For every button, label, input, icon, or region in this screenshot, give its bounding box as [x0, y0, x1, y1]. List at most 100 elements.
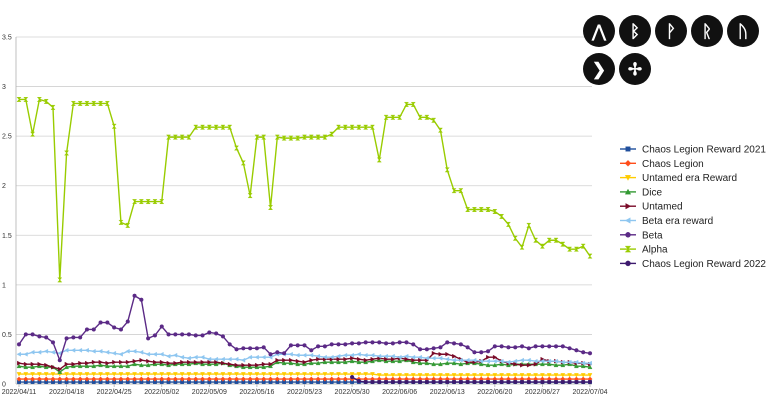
data-point: [478, 373, 484, 378]
data-point: [77, 101, 83, 106]
data-point: [370, 379, 375, 385]
legend-label: Dice: [642, 187, 662, 198]
series-untamed: [17, 350, 593, 372]
data-point: [146, 336, 151, 341]
icon-circle: [727, 15, 759, 47]
rune-arrow-icon: ❯: [583, 53, 615, 85]
data-point: [417, 379, 423, 385]
legend-item: Chaos Legion: [620, 159, 704, 170]
data-point: [458, 357, 463, 363]
data-point: [247, 193, 253, 199]
data-point: [499, 379, 504, 385]
legend-item: Beta era reward: [620, 216, 713, 227]
data-point: [227, 376, 233, 382]
data-point: [438, 361, 443, 367]
data-point: [350, 374, 355, 380]
data-point: [281, 360, 287, 366]
data-point: [227, 124, 233, 130]
data-point: [200, 359, 205, 365]
data-point: [105, 360, 110, 366]
data-point: [390, 373, 396, 378]
data-point: [438, 379, 443, 385]
data-point: [512, 373, 518, 378]
data-point: [200, 376, 206, 382]
data-point: [513, 345, 518, 350]
data-point: [343, 342, 348, 347]
data-point: [43, 376, 49, 382]
data-point: [458, 188, 464, 194]
data-point: [288, 351, 293, 357]
data-point: [411, 342, 416, 347]
data-point: [376, 157, 382, 163]
data-point: [255, 362, 260, 368]
data-point: [261, 372, 267, 377]
data-point: [451, 379, 457, 385]
data-point: [77, 372, 83, 377]
data-point: [200, 372, 205, 377]
data-point: [349, 358, 355, 364]
data-point: [567, 346, 572, 351]
data-point: [587, 373, 593, 378]
data-point: [145, 351, 151, 357]
x-tick-label: 2022/04/11: [2, 389, 37, 396]
data-point: [322, 134, 328, 140]
x-tick-label: 2022/04/25: [97, 389, 132, 396]
data-point: [213, 124, 219, 130]
data-point: [377, 340, 382, 345]
data-point: [207, 330, 212, 335]
data-point: [329, 342, 334, 347]
data-point: [23, 364, 29, 370]
data-point: [343, 356, 348, 362]
legend-item: Untamed era Reward: [620, 173, 737, 184]
data-point: [336, 372, 341, 377]
data-point: [322, 376, 328, 382]
data-point: [206, 376, 212, 382]
data-point: [16, 97, 22, 102]
data-point: [227, 372, 233, 377]
data-point: [302, 359, 307, 365]
data-point: [119, 359, 124, 365]
data-point: [309, 348, 314, 353]
data-point: [200, 333, 205, 338]
data-point: [111, 123, 117, 129]
data-point: [261, 354, 266, 360]
data-point: [30, 131, 36, 137]
data-point: [424, 373, 430, 378]
data-point: [37, 361, 42, 367]
data-point: [295, 361, 301, 367]
data-point: [295, 358, 301, 364]
legend-label: Alpha: [642, 245, 668, 256]
data-point: [23, 351, 28, 357]
data-point: [23, 361, 29, 367]
data-point: [397, 340, 402, 345]
data-point: [125, 359, 131, 365]
data-point: [118, 363, 124, 369]
data-point: [308, 372, 314, 377]
data-point: [172, 352, 178, 358]
data-point: [356, 372, 362, 377]
data-point: [560, 359, 565, 365]
data-point: [451, 360, 457, 366]
data-point: [533, 361, 539, 367]
data-point: [98, 372, 103, 377]
data-point: [411, 379, 416, 385]
data-point: [329, 359, 335, 365]
data-point: [506, 373, 511, 378]
data-point: [248, 362, 253, 368]
data-point: [186, 355, 191, 361]
data-point: [172, 134, 178, 140]
data-point: [417, 360, 423, 366]
data-point: [377, 379, 382, 385]
x-tick-label: 2022/05/16: [239, 389, 274, 396]
data-point: [308, 360, 314, 366]
data-point: [125, 363, 131, 369]
data-point: [152, 376, 158, 382]
data-point: [452, 353, 457, 359]
data-point: [418, 357, 423, 363]
data-point: [125, 319, 130, 324]
legend-label: Untamed era Reward: [642, 173, 737, 184]
data-point: [214, 331, 219, 336]
icon-circle: [583, 15, 615, 47]
data-point: [329, 372, 335, 377]
data-point: [172, 372, 178, 377]
